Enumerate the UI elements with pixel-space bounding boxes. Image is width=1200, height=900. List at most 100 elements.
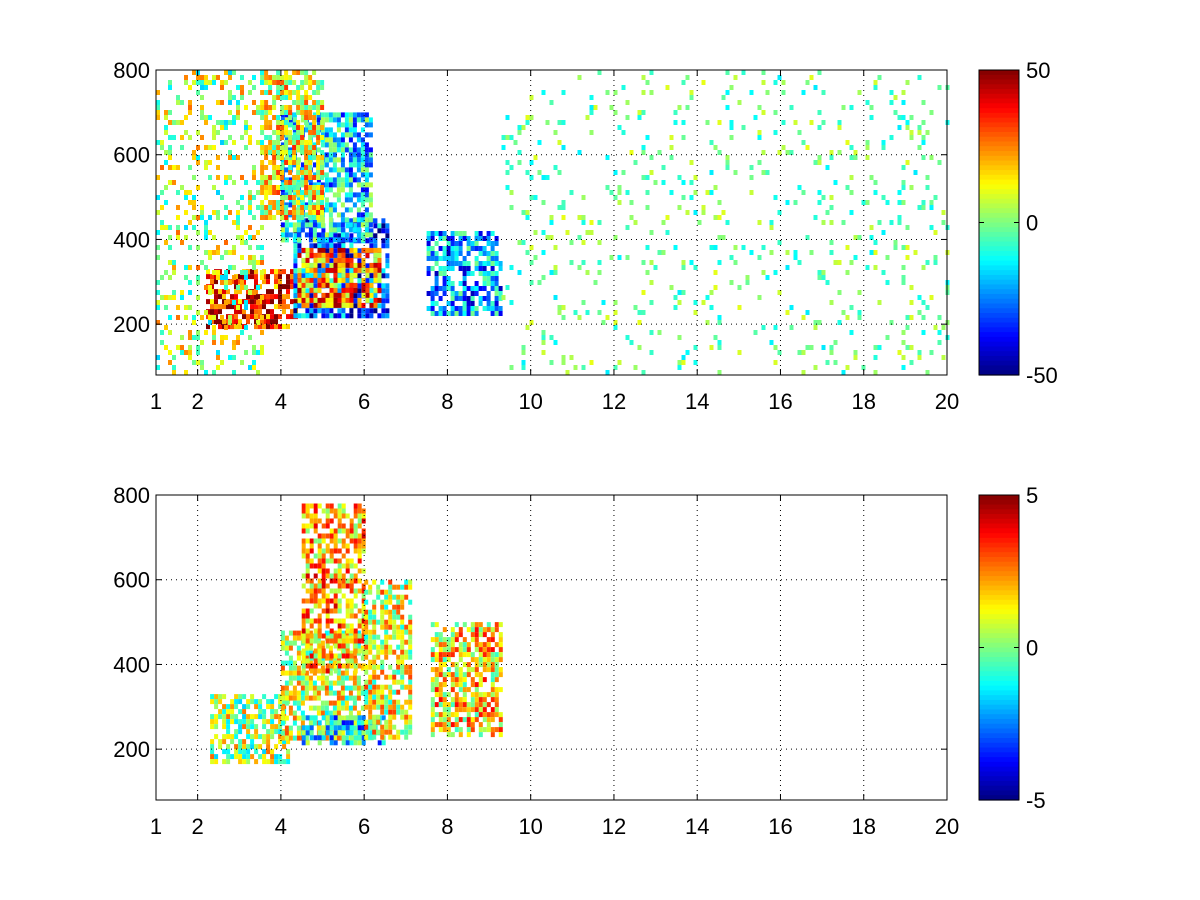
heatmap-cell [214,704,219,710]
heatmap-cell [308,165,313,170]
heatmap-cell [292,635,297,641]
heatmap-cell [368,172,373,178]
heatmap-cell [288,165,293,170]
heatmap-cell [214,319,218,325]
heatmap-cell [829,205,834,210]
heatmap-cell [337,598,342,604]
heatmap-cell [474,281,479,286]
heatmap-cell [388,584,393,590]
heatmap-cell [545,120,550,125]
heatmap-cell [470,722,475,728]
heatmap-cell [501,295,506,300]
heatmap-cell [408,719,413,725]
heatmap-cell [357,578,362,584]
heatmap-cell [317,628,322,634]
heatmap-cell [341,725,346,731]
heatmap-cell [329,262,334,268]
heatmap-cell [240,195,244,200]
heatmap-cell [470,632,475,638]
heatmap-cell [214,719,219,725]
heatmap-cell [681,120,686,125]
heatmap-cell [329,503,334,509]
heatmap-cell [486,622,491,628]
heatmap-cell [577,150,582,155]
heatmap-cell [317,583,322,589]
heatmap-cell [266,279,270,285]
heatmap-cell [228,250,232,255]
colorbar-step [979,752,1019,758]
heatmap-cell [214,694,219,700]
heatmap-cell [361,735,366,741]
heatmap-cell [450,682,455,688]
heatmap-cell [313,598,318,604]
heatmap-cell [268,145,273,150]
heatmap-cell [364,609,369,615]
heatmap-cell [196,330,200,335]
heatmap-cell [373,267,378,273]
heatmap-cell [458,231,463,236]
heatmap-cell [317,503,322,509]
heatmap-cell [442,236,447,241]
heatmap-cell [282,759,287,765]
heatmap-cell [360,172,365,178]
x-tick-label: 4 [275,389,287,414]
heatmap-cell [313,663,318,669]
heatmap-cell [353,573,358,579]
heatmap-cell [304,105,309,110]
heatmap-cell [376,589,381,595]
heatmap-cell [156,105,160,110]
heatmap-cell [341,308,346,314]
heatmap-cell [645,270,650,275]
heatmap-cell [498,642,503,648]
heatmap-cell [450,662,455,668]
heatmap-cell [361,720,366,726]
heatmap-cell [270,749,275,755]
heatmap-cell [200,85,204,90]
heatmap-cell [621,170,626,175]
heatmap-cell [184,115,188,120]
heatmap-cell [284,730,289,736]
heatmap-cell [357,503,362,509]
heatmap-cell [345,603,350,609]
heatmap-cell [446,732,451,738]
heatmap-cell [345,297,350,303]
heatmap-cell [486,652,491,658]
heatmap-cell [305,292,310,298]
heatmap-cell [242,709,247,715]
heatmap-cell [749,250,754,255]
heatmap-cell [925,305,930,310]
heatmap-cell [833,340,838,345]
heatmap-cell [236,85,240,90]
heatmap-cell [266,704,271,710]
heatmap-cell [349,735,354,741]
heatmap-cell [300,227,305,233]
heatmap-cell [525,250,530,255]
heatmap-cell [442,647,447,653]
heatmap-cell [244,325,248,330]
heatmap-cell [278,314,282,320]
heatmap-cell [345,623,350,629]
heatmap-cell [268,205,273,210]
heatmap-cell [304,190,309,195]
heatmap-cell [341,257,346,263]
heatmap-cell [180,350,184,355]
heatmap-cell [301,247,306,253]
heatmap-cell [308,227,313,233]
heatmap-cell [317,568,322,574]
heatmap-cell [641,90,646,95]
heatmap-cell [270,309,274,315]
heatmap-cell [665,230,670,235]
heatmap-cell [333,740,338,746]
heatmap-cell [360,147,365,153]
heatmap-cell [438,672,443,678]
heatmap-cell [336,147,341,153]
heatmap-cell [385,238,390,244]
heatmap-cell [278,739,283,745]
heatmap-cell [430,637,435,643]
heatmap-cell [357,258,362,264]
heatmap-cell [426,236,431,241]
heatmap-cell [368,212,373,218]
colorbar-step [979,728,1019,734]
heatmap-cell [337,715,342,721]
heatmap-cell [442,246,447,251]
